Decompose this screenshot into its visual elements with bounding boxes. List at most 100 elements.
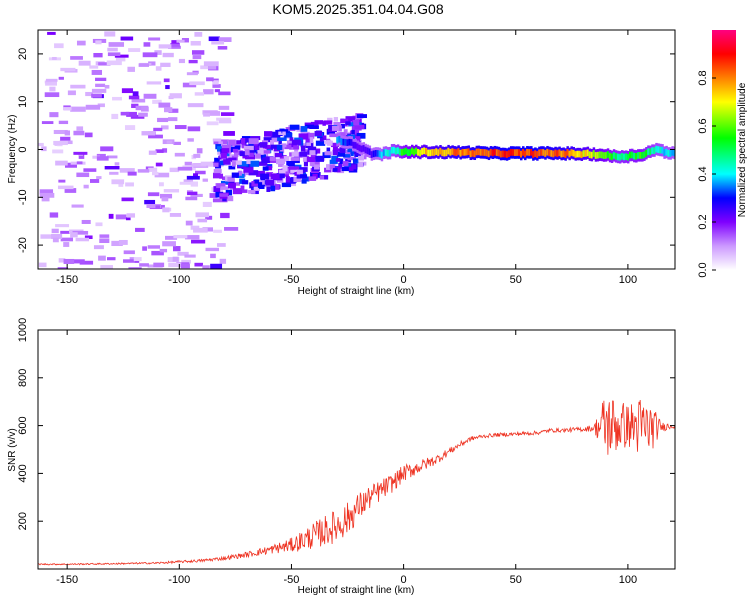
heatmap-cell: [155, 205, 161, 209]
heatmap-cell: [388, 149, 392, 157]
heatmap-cell: [60, 230, 70, 234]
heatmap-cell: [208, 36, 220, 42]
heatmap-cell: [339, 146, 346, 154]
heatmap-cell: [177, 251, 189, 256]
heatmap-cell: [49, 212, 59, 218]
heatmap-cell: [326, 164, 331, 170]
heatmap-cell: [351, 164, 357, 170]
x-tick-label: 100: [619, 274, 637, 286]
heatmap-cell: [107, 52, 121, 57]
heatmap-cell: [214, 89, 220, 93]
heatmap-cell: [40, 234, 55, 239]
heatmap-cell: [212, 84, 221, 88]
heatmap-cell: [98, 62, 111, 66]
heatmap-cell: [372, 150, 375, 158]
heatmap-cell: [57, 185, 74, 190]
heatmap-cell: [336, 136, 339, 144]
heatmap-cell: [200, 161, 213, 166]
heatmap-cell: [70, 84, 86, 89]
heatmap-cell: [641, 152, 644, 159]
heatmap-cell: [284, 132, 293, 138]
heatmap-cell: [168, 117, 178, 122]
heatmap-cell: [227, 146, 238, 153]
heatmap-cell: [289, 166, 300, 170]
heatmap-cell: [294, 147, 299, 152]
heatmap-cell: [192, 55, 202, 60]
heatmap-cell: [360, 145, 363, 153]
heatmap-cell: [85, 104, 101, 110]
heatmap-cell: [227, 176, 235, 182]
heatmap-cell: [73, 130, 85, 136]
heatmap-cell: [107, 257, 116, 261]
heatmap-cell: [622, 153, 626, 161]
heatmap-cell: [340, 138, 343, 145]
heatmap-cell: [354, 142, 357, 149]
heatmap-cell: [232, 161, 236, 167]
heatmap-cell: [223, 159, 231, 165]
heatmap-cell: [278, 139, 282, 145]
heatmap-cell: [655, 145, 658, 153]
heatmap-cell: [213, 169, 222, 174]
heatmap-cell: [281, 143, 287, 148]
heatmap-cell: [310, 121, 319, 126]
heatmap-cell: [556, 150, 559, 157]
heatmap-cell: [329, 133, 339, 138]
heatmap-cell: [92, 155, 100, 159]
heatmap-cell: [342, 154, 350, 158]
heatmap-cell: [305, 138, 313, 143]
heatmap-cell: [108, 213, 114, 219]
heatmap-cell: [447, 147, 450, 155]
heatmap-cell: [169, 93, 182, 99]
x-tick-label: -100: [168, 574, 190, 586]
heatmap-cell: [332, 146, 338, 151]
heatmap-cell: [301, 179, 307, 184]
heatmap-cell: [131, 98, 146, 103]
heatmap-cell: [158, 44, 172, 49]
heatmap-cell: [602, 152, 606, 159]
heatmap-cell: [205, 215, 213, 220]
heatmap-cell: [162, 148, 168, 153]
heatmap-cell: [281, 129, 289, 134]
heatmap-cell: [202, 201, 212, 208]
heatmap-cell: [544, 150, 547, 157]
heatmap-cell: [84, 235, 93, 240]
heatmap-cell: [228, 165, 236, 170]
heatmap-cell: [423, 147, 426, 155]
heatmap-cell: [38, 142, 44, 147]
heatmap-cell: [91, 93, 102, 98]
heatmap-cell: [562, 150, 565, 158]
heatmap-cell: [520, 150, 523, 158]
heatmap-cell: [339, 132, 346, 138]
heatmap-cell: [339, 158, 344, 164]
heatmap-cell: [51, 228, 59, 234]
figure-title: KOM5.2025.351.04.04.G08: [272, 1, 443, 17]
heatmap-cell: [302, 176, 310, 182]
heatmap-cell: [673, 149, 675, 157]
heatmap-cell: [277, 137, 287, 141]
heatmap-cell: [620, 152, 624, 160]
heatmap-cell: [250, 136, 261, 141]
heatmap-cell: [236, 140, 241, 145]
heatmap-cell: [536, 151, 539, 158]
heatmap-cell: [584, 150, 587, 157]
heatmap-cell: [276, 173, 285, 179]
heatmap-cell: [408, 149, 412, 156]
heatmap-cell: [133, 257, 142, 262]
heatmap-cell: [347, 148, 353, 153]
heatmap-cell: [93, 52, 103, 58]
heatmap-cell: [100, 146, 114, 152]
heatmap-cell: [91, 88, 107, 93]
heatmap-cell: [406, 149, 410, 156]
heatmap-cell: [191, 163, 207, 167]
heatmap-cell: [163, 78, 170, 83]
heatmap-cell: [319, 175, 325, 180]
x-tick-label: -100: [168, 274, 190, 286]
heatmap-cell: [366, 147, 369, 155]
heatmap-cell: [184, 254, 196, 258]
heatmap-cell: [290, 166, 297, 173]
heatmap-cell: [355, 161, 364, 168]
heatmap-cell: [141, 131, 156, 136]
heatmap-cell: [58, 76, 64, 80]
heatmap-cell: [185, 196, 198, 201]
heatmap-cell: [220, 152, 227, 159]
